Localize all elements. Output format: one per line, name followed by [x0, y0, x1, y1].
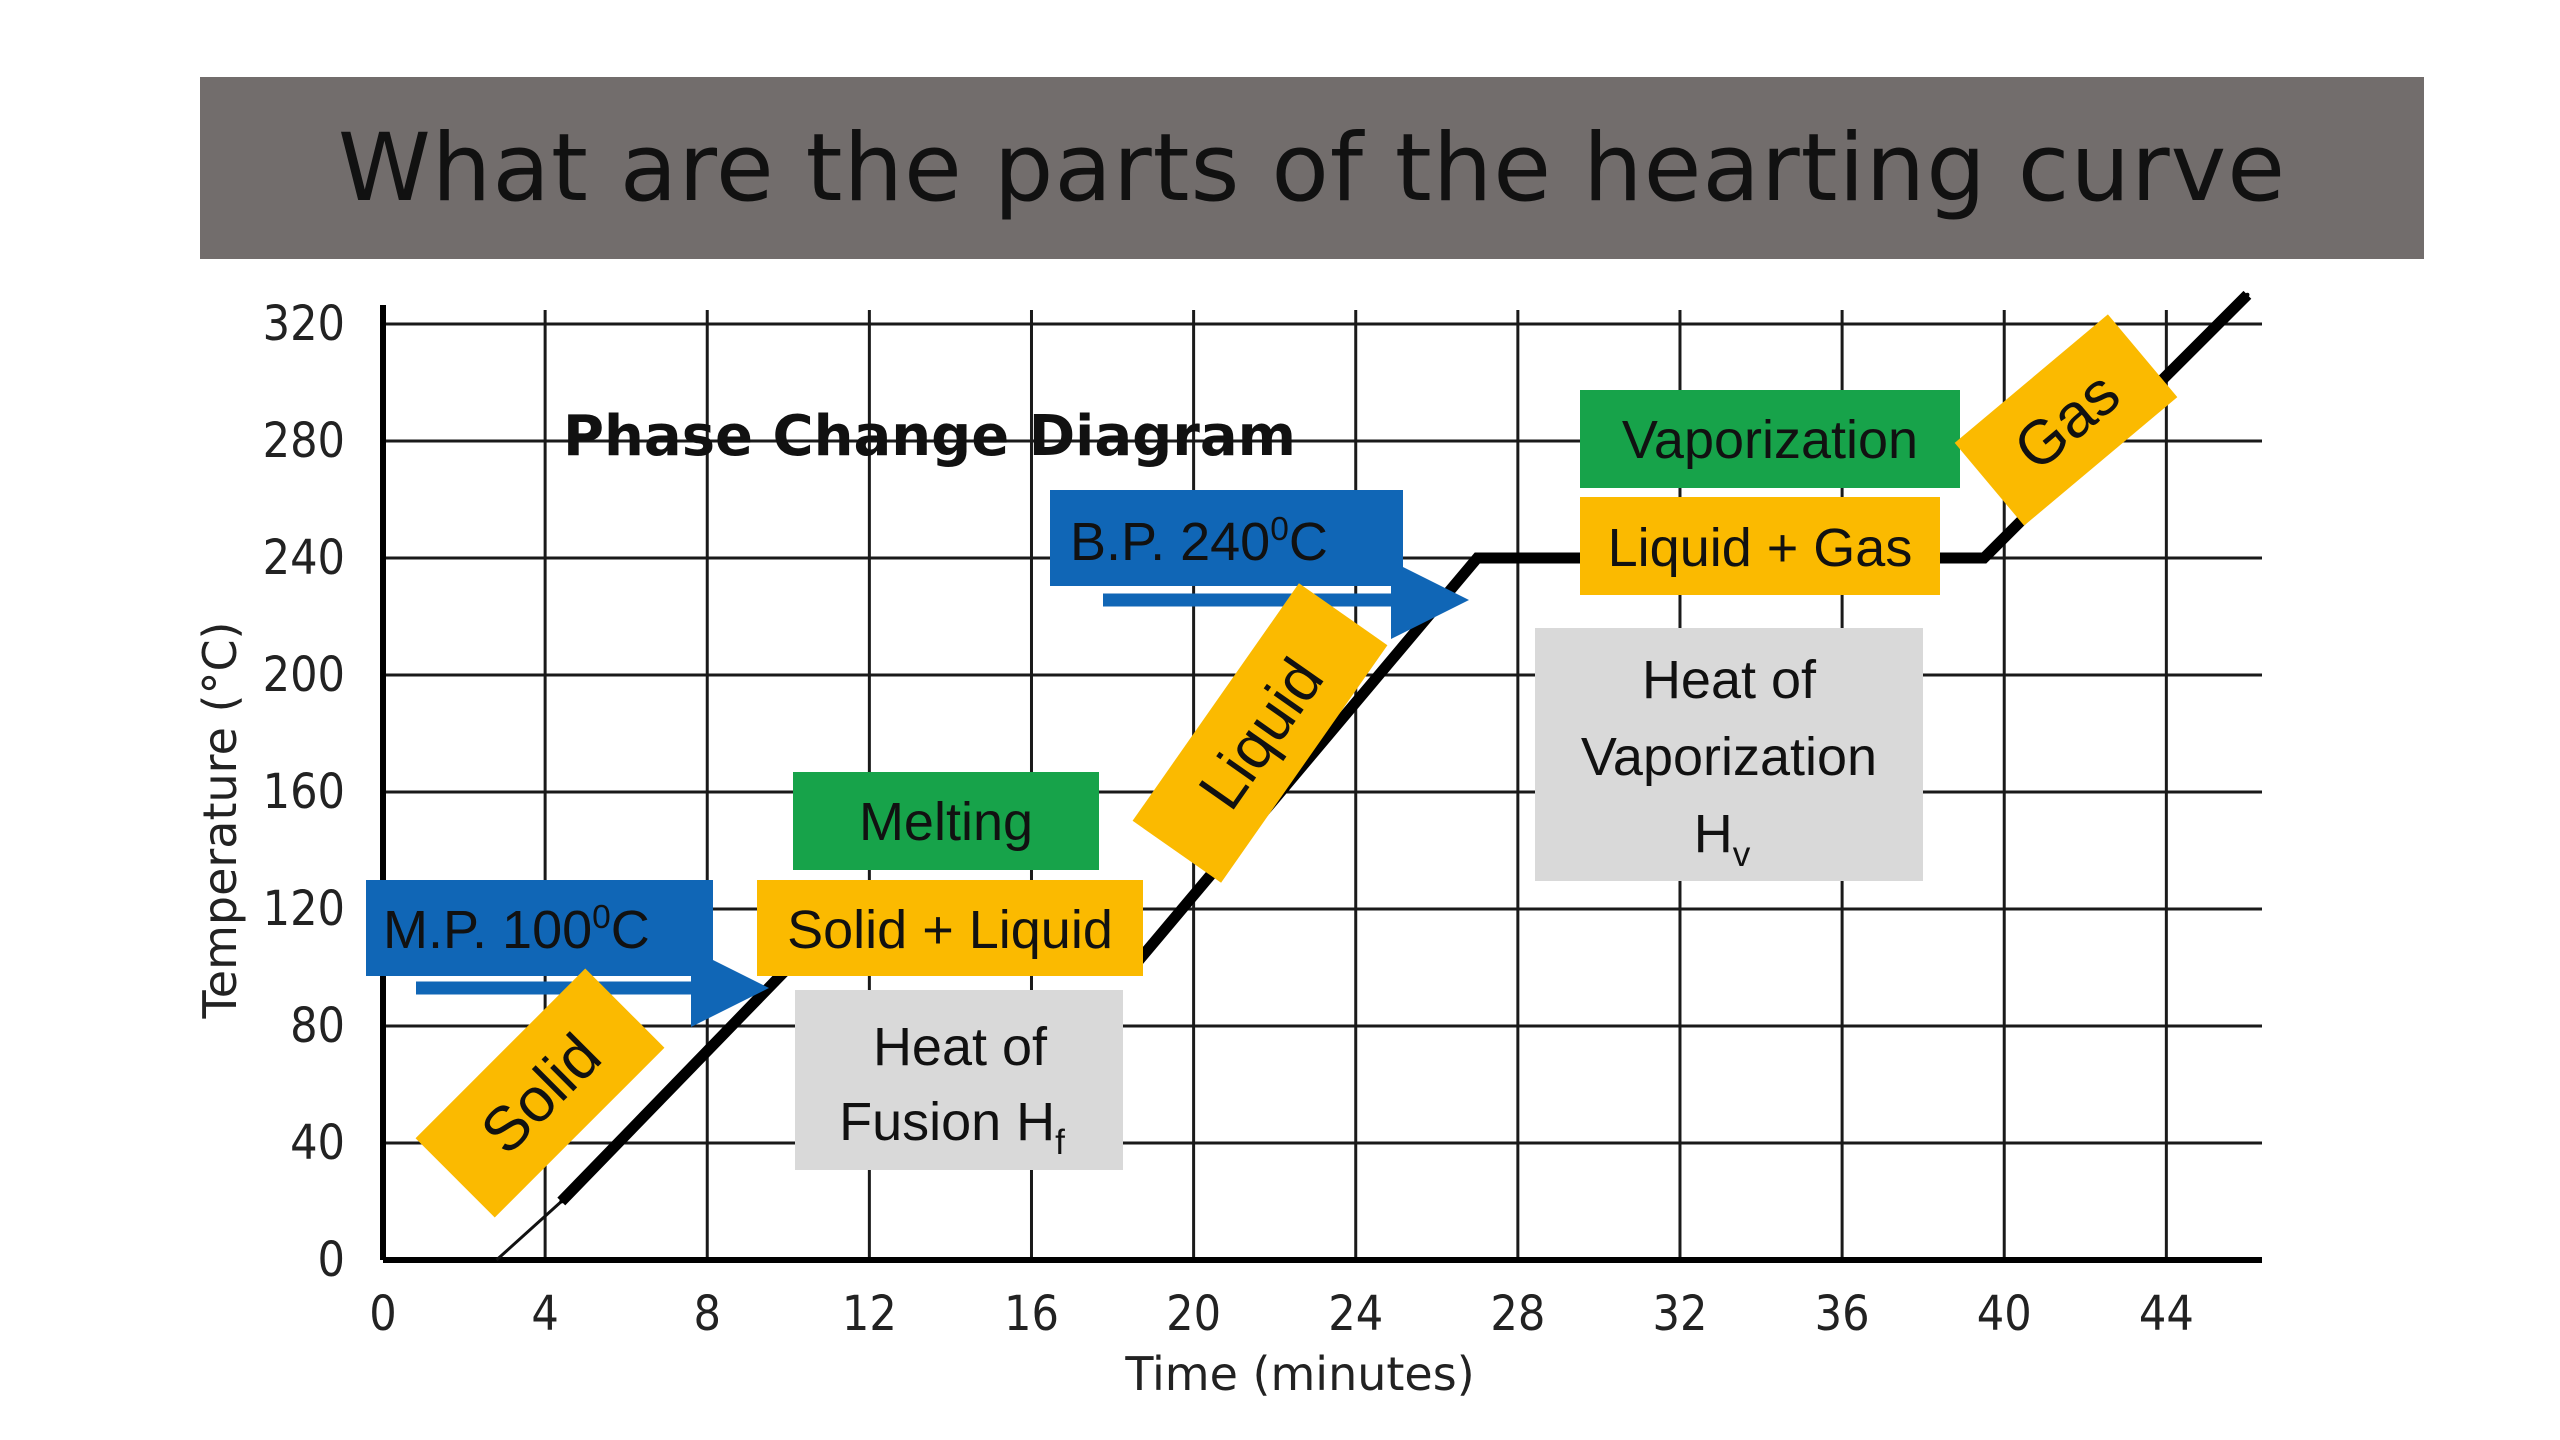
solid-liquid-box [757, 880, 1143, 976]
solid-box [415, 968, 665, 1218]
y-tick-label: 200 [263, 647, 345, 703]
y-tick-label: 80 [290, 998, 345, 1054]
melting-label: Melting [859, 792, 1033, 852]
liquid-box [1132, 583, 1388, 883]
vaporization-label: Vaporization [1622, 410, 1918, 470]
y-tick-label: 0 [318, 1232, 345, 1288]
data-point [559, 1199, 564, 1204]
liquid-gas-box [1580, 497, 1940, 595]
y-tick-label: 40 [290, 1115, 345, 1171]
y-tick-label: 280 [263, 413, 345, 469]
y-tick-label: 320 [263, 296, 345, 352]
heat-vaporization-line1: Heat of [1642, 650, 1817, 710]
gas-box [1954, 314, 2178, 526]
x-tick-label: 12 [842, 1286, 897, 1342]
melting-point-box [366, 880, 713, 976]
x-axis-label: Time (minutes) [1124, 1347, 1474, 1401]
melting-point-label: M.P. 1000C [383, 899, 650, 960]
heat-vaporization-line2: Vaporization [1581, 727, 1877, 787]
axes-layer: 0 4 8 12 16 20 24 28 32 36 40 44 0 40 80 120 160 200 240 28… [193, 296, 2262, 1401]
data-point [2245, 292, 2250, 297]
x-tick-label: 36 [1815, 1286, 1870, 1342]
chart-title: Phase Change Diagram [563, 404, 1296, 469]
x-tick-label: 28 [1490, 1286, 1545, 1342]
series-lead-in [495, 1200, 563, 1262]
solid-group: Solid [415, 968, 665, 1218]
data-point [1981, 556, 1986, 560]
gas-group: Gas [1954, 314, 2178, 526]
liquid-gas-label: Liquid + Gas [1608, 518, 1913, 578]
y-tick-label: 120 [263, 881, 345, 937]
y-tick-label: 160 [263, 764, 345, 820]
boiling-point-label: B.P. 2400C [1070, 511, 1328, 572]
melting-box [793, 772, 1099, 870]
x-tick-label: 32 [1653, 1286, 1708, 1342]
x-tick-label: 4 [531, 1286, 558, 1342]
vaporization-box [1580, 390, 1960, 488]
slide-title: What are the parts of the hearting curve [337, 113, 2287, 223]
x-tick-label: 0 [369, 1286, 396, 1342]
x-tick-label: 24 [1328, 1286, 1383, 1342]
slide-title-bar: What are the parts of the hearting curve [200, 77, 2424, 259]
y-tick-label: 240 [263, 530, 345, 586]
heat-fusion-line2: Fusion Hf [839, 1092, 1065, 1162]
annotation-layer: M.P. 1000C B.P. 2400C Melting Solid + Liqui… [366, 314, 2178, 1218]
heat-fusion-line1: Heat of [873, 1017, 1048, 1077]
heat-vaporization-line3: Hv [1694, 804, 1751, 874]
liquid-group: Liquid [1132, 583, 1388, 883]
boiling-point-box [1050, 490, 1403, 586]
solid-liquid-label: Solid + Liquid [787, 900, 1113, 960]
heat-fusion-box [795, 990, 1123, 1170]
y-axis-label: Temperature (°C) [193, 621, 247, 1019]
x-tick-label: 44 [2139, 1286, 2194, 1342]
data-point [1475, 556, 1480, 560]
x-tick-label: 20 [1166, 1286, 1221, 1342]
heat-vaporization-box [1535, 628, 1923, 881]
x-tick-label: 40 [1977, 1286, 2032, 1342]
x-tick-label: 16 [1004, 1286, 1059, 1342]
x-tick-label: 8 [694, 1286, 721, 1342]
